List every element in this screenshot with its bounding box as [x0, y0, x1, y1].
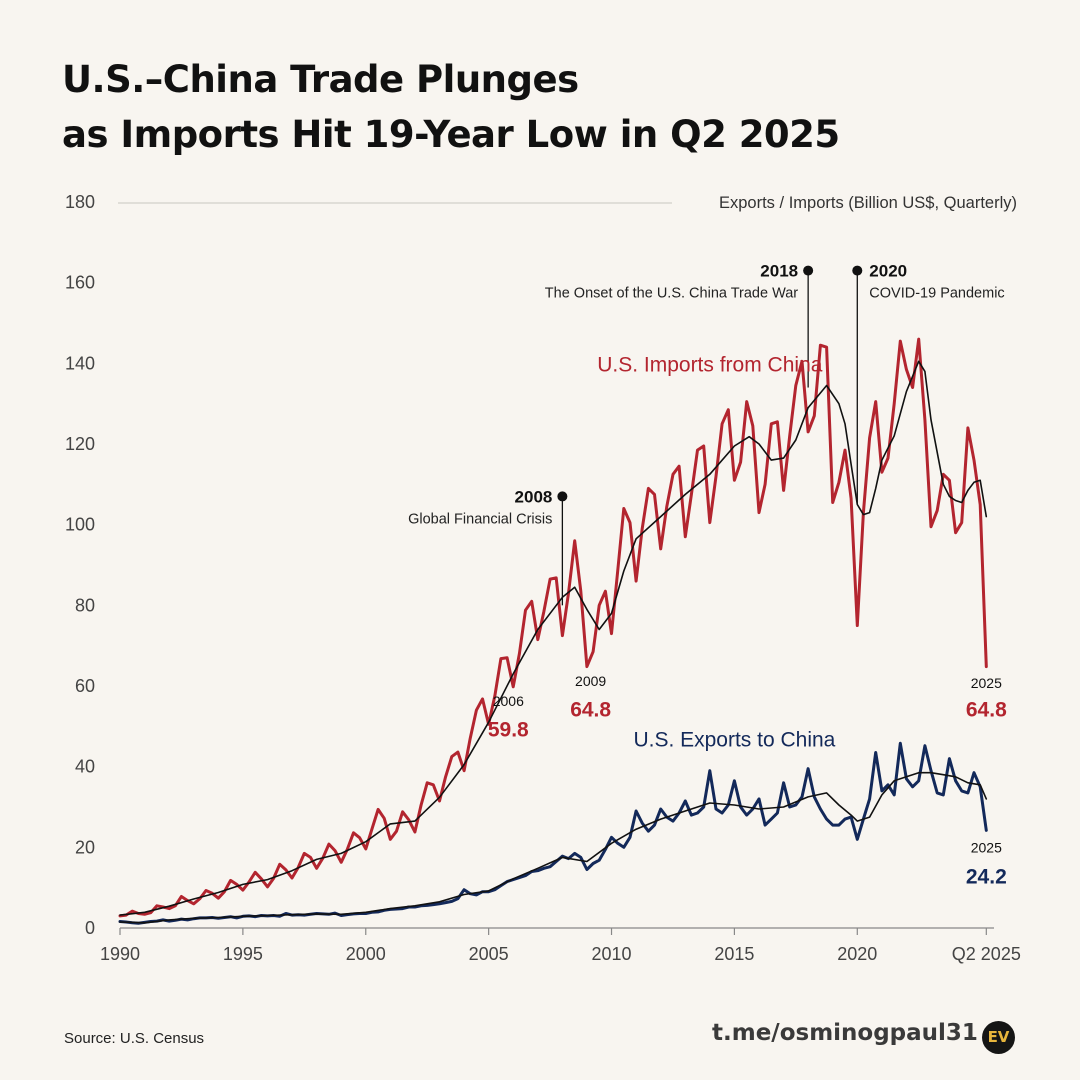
x-tick-label: 2020 [837, 944, 877, 964]
annotation-year: 2008 [515, 487, 553, 506]
y-axis: 0 20 40 60 80 100 120 140 160 180 [65, 192, 672, 938]
series-lines [118, 337, 988, 925]
trend-line [119, 771, 988, 924]
point-label-value: 64.8 [570, 698, 611, 721]
y-tick-label: 40 [75, 757, 95, 777]
annotation-text: COVID-19 Pandemic [869, 286, 1004, 302]
point-label-year: 2025 [971, 675, 1002, 691]
annotation-dot [557, 491, 568, 502]
imports-line [118, 337, 988, 918]
annotation-year: 2018 [760, 262, 798, 281]
annotation-text: The Onset of the U.S. China Trade War [545, 286, 798, 302]
imports-series-label: U.S. Imports from China [597, 353, 823, 376]
x-tick-label: 2010 [592, 944, 632, 964]
point-label-value: 24.2 [966, 866, 1007, 889]
x-tick-label: 1990 [100, 944, 140, 964]
y-tick-label: 60 [75, 676, 95, 696]
brand-logo: EV [982, 1021, 1015, 1054]
series-labels: U.S. Imports from China U.S. Exports to C… [597, 353, 835, 751]
y-axis-label: Exports / Imports (Billion US$, Quarterl… [719, 194, 1017, 212]
point-label-value: 64.8 [966, 698, 1007, 721]
y-tick-label: 20 [75, 837, 95, 857]
point-label-year: 2025 [971, 840, 1002, 856]
trend-line [119, 360, 988, 916]
annotation-dot [803, 265, 814, 276]
annotation-year: 2020 [869, 262, 907, 281]
x-tick-label: 2000 [346, 944, 386, 964]
x-tick-label: 2015 [714, 944, 754, 964]
point-label-value: 59.8 [488, 718, 529, 741]
exports-series-label: U.S. Exports to China [633, 729, 835, 752]
y-tick-label: 180 [65, 192, 95, 212]
point-label-year: 2009 [575, 673, 606, 689]
y-tick-label: 0 [85, 918, 95, 938]
y-tick-label: 160 [65, 273, 95, 293]
event-annotations: 2008 Global Financial Crisis 2018 The Onset… [408, 262, 1005, 606]
point-labels: 2006 59.8 2009 64.8 2025 64.8 2025 24.2 [488, 673, 1007, 889]
chart-title: U.S.–China Trade Plunges as Imports Hit … [62, 52, 1022, 162]
point-label-year: 2006 [493, 693, 524, 709]
title-line-2: as Imports Hit 19-Year Low in Q2 2025 [62, 113, 840, 156]
channel-link[interactable]: t.me/osminogpaul31 [712, 1020, 978, 1046]
title-line-1: U.S.–China Trade Plunges [62, 58, 579, 101]
annotation-dot [852, 265, 863, 276]
y-tick-label: 120 [65, 434, 95, 454]
x-axis: 1990 1995 2000 2005 2010 2015 2020 Q2 2025 [100, 927, 1021, 964]
y-tick-label: 140 [65, 353, 95, 373]
x-tick-label: 2005 [469, 944, 509, 964]
annotation-text: Global Financial Crisis [408, 511, 552, 527]
trade-line-chart: 0 20 40 60 80 100 120 140 160 180 1990 1995 2000 200… [65, 192, 1021, 964]
x-tick-label: 1995 [223, 944, 263, 964]
exports-line [118, 741, 988, 925]
source-note: Source: U.S. Census [64, 1030, 205, 1047]
x-tick-label: Q2 2025 [952, 944, 1021, 964]
y-tick-label: 80 [75, 595, 95, 615]
y-tick-label: 100 [65, 515, 95, 535]
